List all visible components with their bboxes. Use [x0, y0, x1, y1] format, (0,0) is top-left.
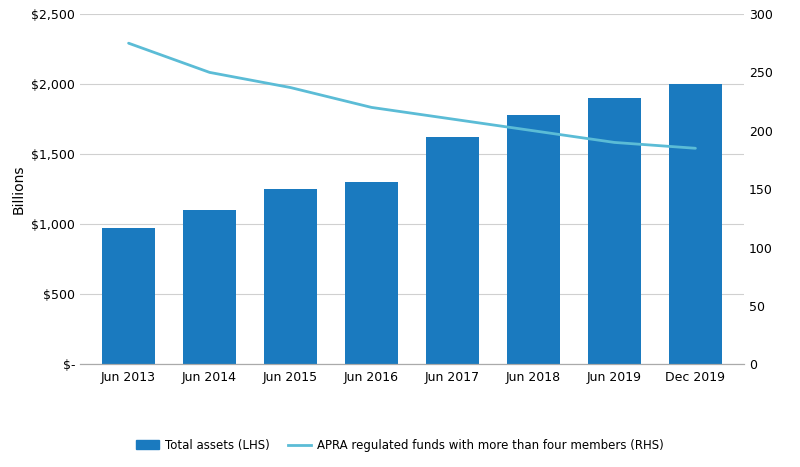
Bar	[507, 115, 560, 364]
Bar	[669, 84, 722, 364]
Bar	[264, 189, 317, 364]
Legend: Total assets (LHS), APRA regulated funds with more than four members (RHS): Total assets (LHS), APRA regulated funds…	[131, 434, 669, 456]
Bar	[102, 228, 155, 364]
Bar	[183, 210, 236, 364]
Bar	[426, 137, 479, 364]
Bar	[345, 182, 398, 364]
Bar	[588, 98, 641, 364]
Y-axis label: Billions: Billions	[12, 164, 26, 214]
